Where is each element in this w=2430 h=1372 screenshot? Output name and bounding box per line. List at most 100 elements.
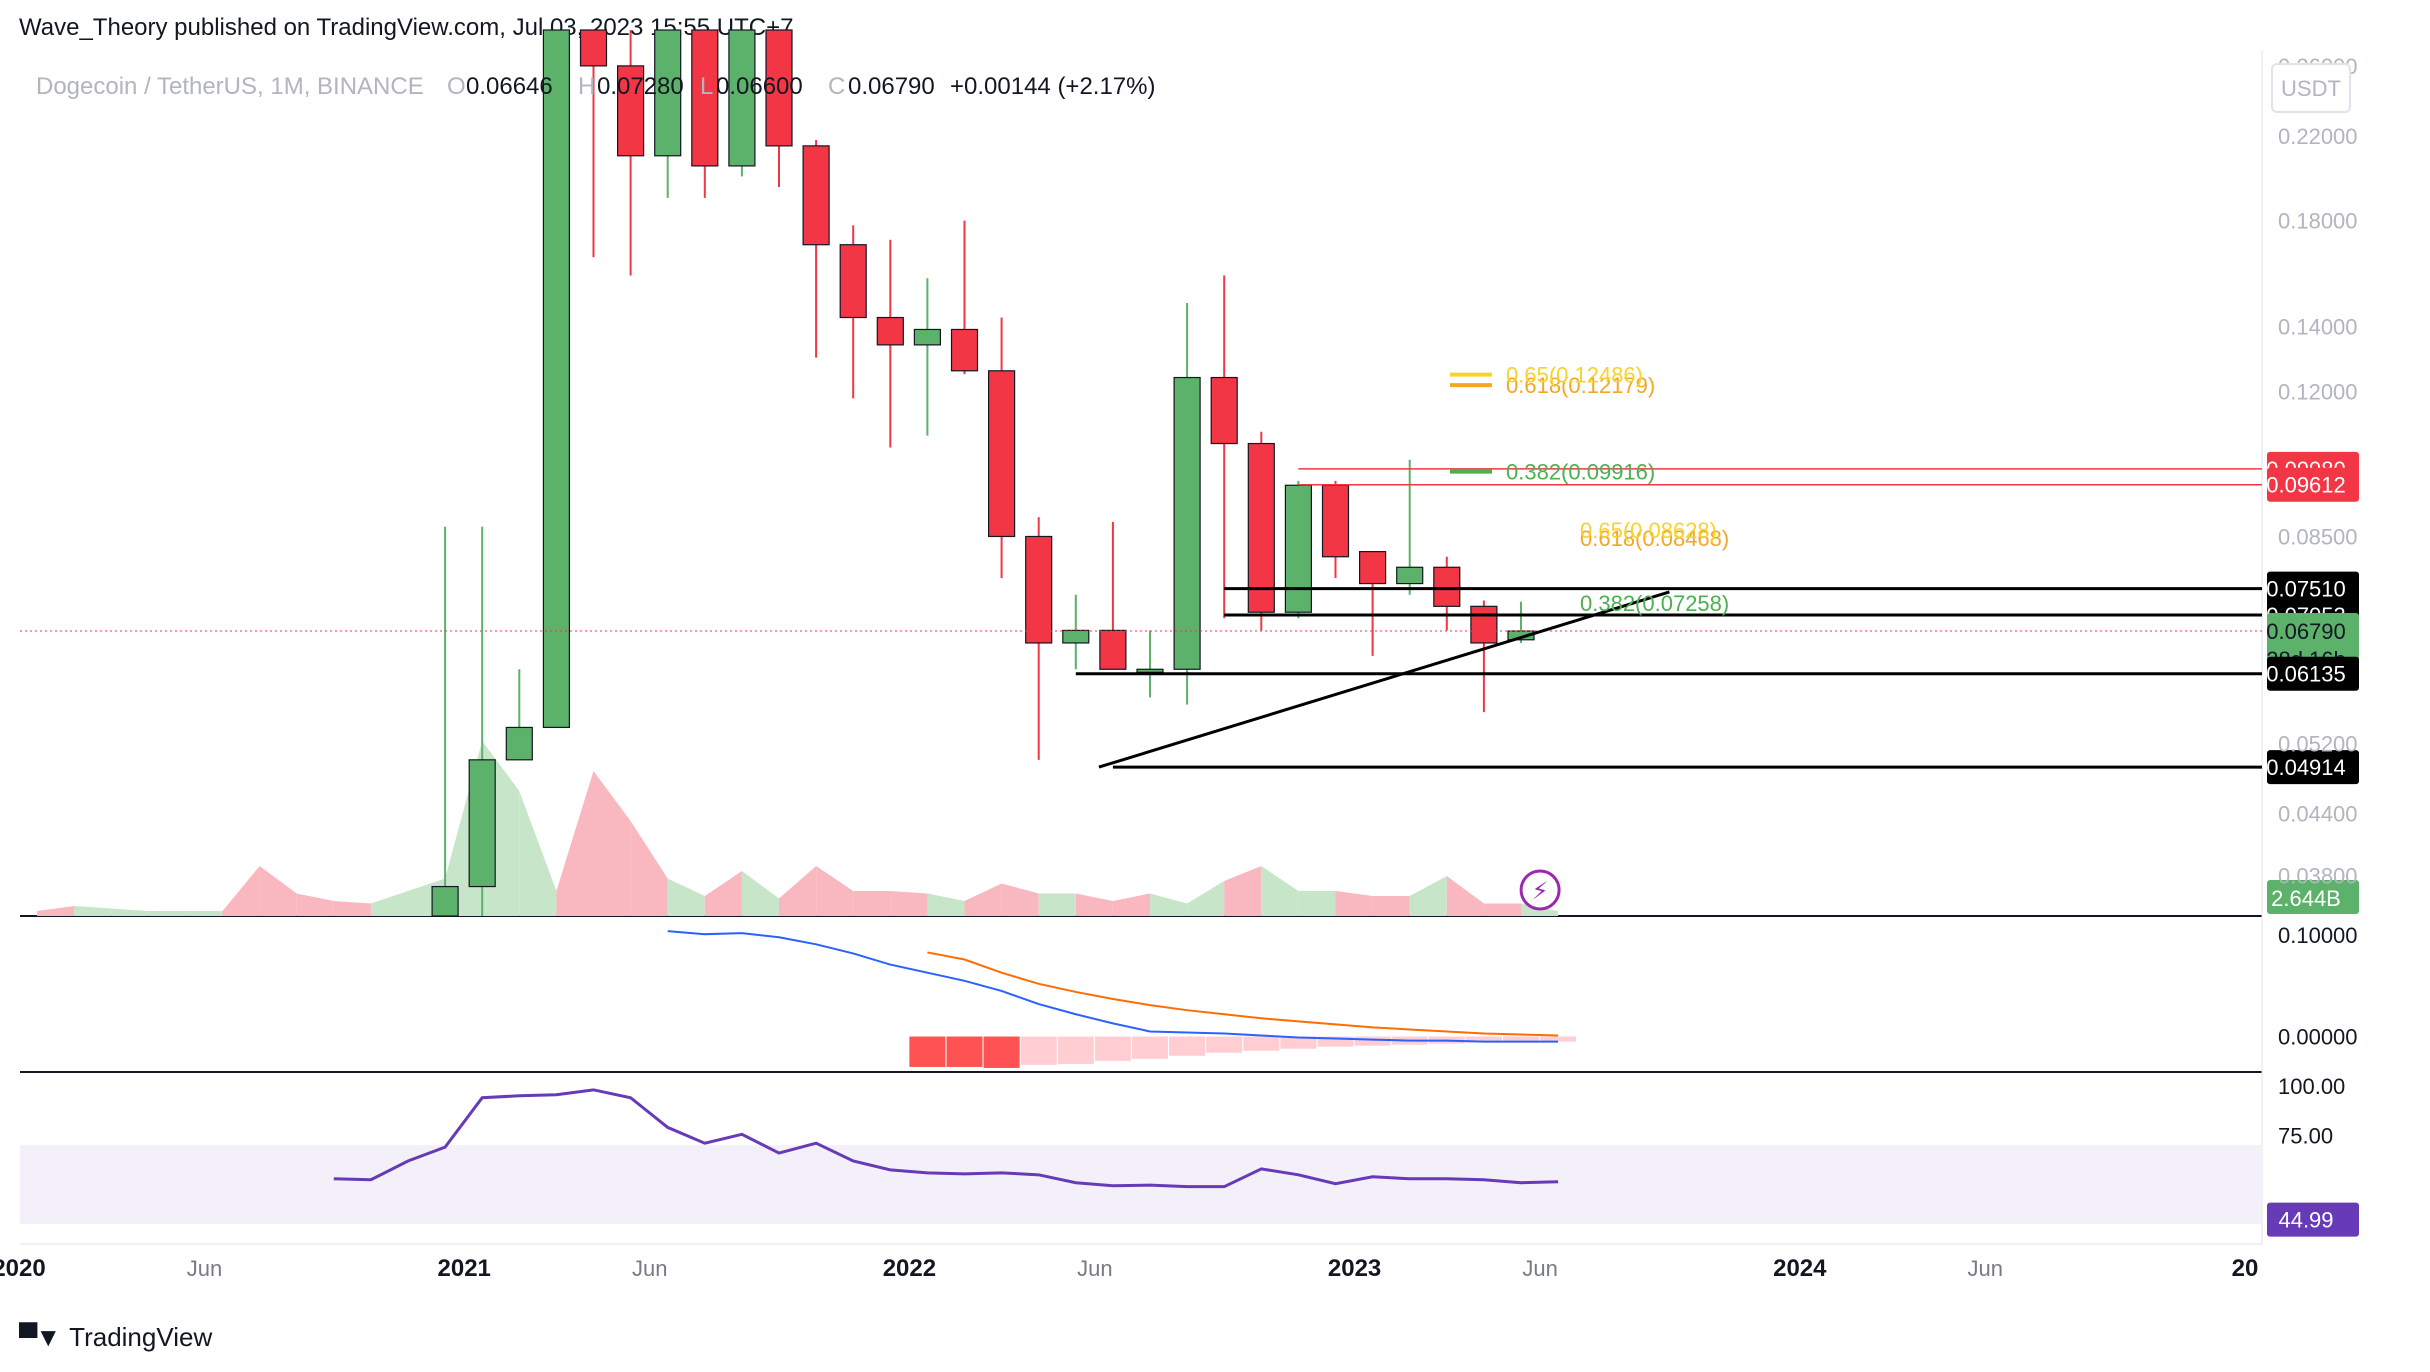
pane-separators	[20, 50, 2263, 1245]
candle-body	[1099, 629, 1127, 670]
level-label: 0.04914	[2266, 755, 2346, 780]
macd-histogram-bar	[1243, 1036, 1280, 1051]
price-tick-label: 0.22000	[2278, 124, 2358, 149]
candle-body	[1136, 668, 1164, 673]
volume-segment	[1112, 893, 1150, 916]
price-unit: USDT	[2271, 63, 2351, 113]
fib-label: 0.382(0.07258)	[1580, 591, 1729, 616]
time-tick-label: Jun	[187, 1256, 222, 1281]
time-tick-label: 2020	[0, 1255, 46, 1282]
tradingview-logo-text: TradingView	[69, 1322, 213, 1352]
volume-segment	[964, 883, 1002, 916]
volume-segment	[1038, 893, 1076, 916]
candle-body	[1247, 442, 1275, 613]
price-tick-label: 0.18000	[2278, 209, 2358, 234]
unit-label: USDT	[2281, 76, 2341, 101]
candle-body	[1210, 376, 1238, 445]
volume-segment	[74, 906, 112, 916]
macd-histogram-bar	[1354, 1036, 1391, 1046]
tradingview-logo[interactable]: ▀▼ TradingView	[19, 1322, 212, 1353]
time-tick-label: 2021	[438, 1255, 491, 1282]
price-tick-label: 0.08500	[2278, 524, 2358, 549]
fib-annotations: 0.618(0.12179)0.65(0.12486) 0.382(0.09916…	[1450, 363, 1729, 616]
candle-body	[1358, 550, 1387, 585]
volume-segment	[519, 791, 557, 916]
macd-pane: 0.10000 0.00000	[667, 923, 2358, 1068]
volume-segment	[741, 871, 779, 916]
candle-body	[691, 29, 719, 167]
volume-segment	[148, 911, 186, 916]
trendline	[1098, 590, 1670, 769]
tradingview-logo-icon: ▀▼	[19, 1322, 61, 1352]
macd-tick-label: 0.10000	[2278, 923, 2358, 948]
price-tick-label: 0.14000	[2278, 314, 2358, 339]
volume-segment	[1446, 876, 1484, 916]
volume-segment	[111, 908, 149, 916]
time-tick-label: Jun	[632, 1256, 667, 1281]
price-tick-label: 0.04400	[2278, 802, 2358, 827]
volume-segment	[1075, 893, 1113, 916]
fib-label: 0.382(0.09916)	[1506, 460, 1655, 485]
candle-body	[1321, 484, 1350, 558]
volume-segment	[296, 893, 334, 916]
candle-body	[1025, 535, 1053, 644]
volume-segment	[1409, 876, 1447, 916]
candle-body	[839, 244, 867, 319]
unit-box[interactable]	[2271, 63, 2351, 113]
volume-segment	[185, 911, 223, 916]
rsi-tick-label: 75.00	[2278, 1123, 2333, 1148]
volume-segment	[1298, 891, 1336, 916]
volume-segment	[593, 771, 631, 916]
volume-segment	[1224, 866, 1262, 916]
legend-high-value: 0.07280	[597, 73, 684, 100]
fib-label: 0.65(0.08628)	[1580, 518, 1717, 543]
volume-segment	[853, 891, 891, 916]
volume-segment	[37, 906, 75, 916]
price-tick-label: 0.12000	[2278, 379, 2358, 404]
macd-histogram-bar	[1503, 1036, 1539, 1043]
macd-histogram-bar	[1280, 1036, 1317, 1049]
level-label-box	[2267, 656, 2359, 691]
macd-histogram-bar	[1465, 1036, 1502, 1043]
volume-segment	[927, 893, 965, 916]
time-tick-label: 2022	[883, 1255, 936, 1282]
candle-body	[1470, 605, 1498, 644]
axes: 0.260000.220000.180000.140000.120000.085…	[0, 54, 2358, 1282]
volume-segment	[1335, 891, 1373, 916]
candle-body	[468, 759, 496, 888]
macd-histogram-bar	[1094, 1036, 1131, 1061]
candle-body	[876, 316, 904, 346]
volume-label-box	[2267, 880, 2359, 914]
legend-close-label: C	[828, 73, 845, 100]
volume-segment	[1372, 896, 1410, 916]
fib-label: 0.618(0.12179)	[1506, 373, 1655, 398]
candle-body	[802, 145, 830, 246]
candle-body	[913, 328, 942, 346]
rsi-value-label: 44.99	[2278, 1208, 2333, 1233]
time-tick-label: Jun	[1968, 1256, 2003, 1281]
price-tick-label: 0.05200	[2278, 731, 2358, 756]
volume-segment	[630, 821, 668, 916]
time-tick-label: 2023	[1328, 1255, 1381, 1282]
rsi-pane: 100.00 75.00 44.99	[20, 1074, 2359, 1237]
macd-histogram-bar	[1317, 1036, 1354, 1047]
volume-segment	[259, 866, 297, 916]
macd-line	[667, 930, 1559, 1043]
legend: Dogecoin / TetherUS, 1M, BINANCE O 0.066…	[36, 73, 1156, 100]
candle-body	[987, 370, 1016, 538]
candle-body	[728, 29, 756, 167]
candles	[431, 29, 1535, 917]
volume-label: 2.644B	[2271, 886, 2341, 911]
fib-label: 0.65(0.12486)	[1506, 363, 1643, 388]
candle-body	[1284, 484, 1313, 613]
macd-histogram-bar	[909, 1036, 946, 1067]
candle-body	[654, 29, 682, 157]
volume-segment	[890, 891, 928, 916]
volume-segment	[370, 891, 408, 916]
volume-segment	[222, 866, 260, 916]
macd-histogram-bar	[1057, 1036, 1094, 1064]
time-tick-label: Jun	[1522, 1256, 1557, 1281]
volume-segment	[704, 871, 742, 916]
volume-segment	[1187, 881, 1225, 916]
